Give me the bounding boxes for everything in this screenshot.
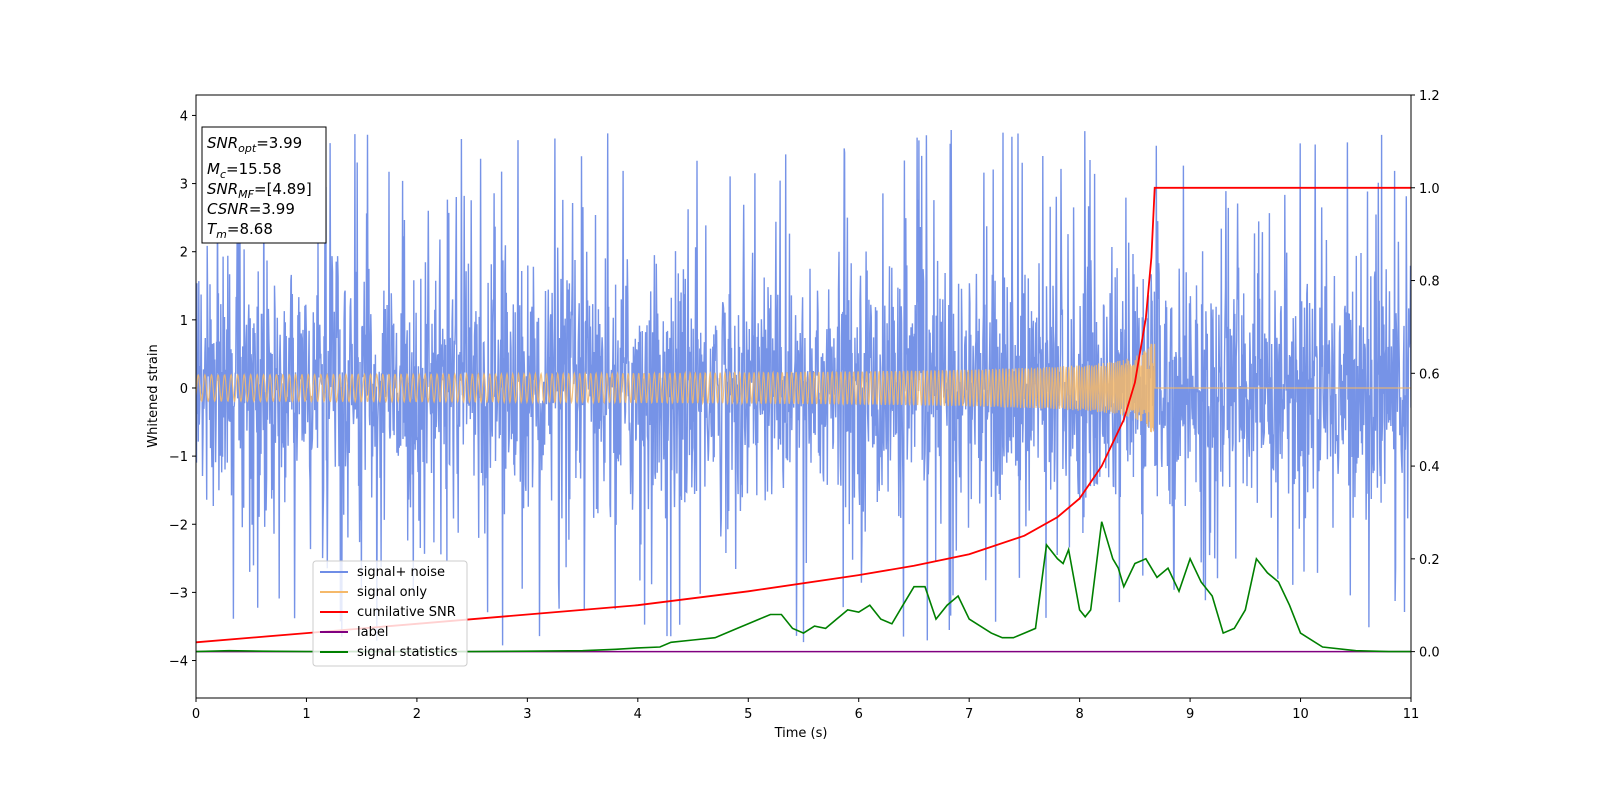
y-tick-label: −3 (169, 586, 188, 601)
x-tick-label: 5 (744, 707, 752, 722)
line-cumulative-snr (196, 186, 1411, 644)
y2-tick-label: 0.6 (1419, 367, 1440, 382)
y2-tick-label: 0.0 (1419, 646, 1440, 661)
y2-tick-label: 0.4 (1419, 460, 1440, 475)
plot-frame (195, 94, 1412, 699)
line-signal-noise (196, 129, 1411, 646)
legend-item-signal-only: signal only (320, 585, 427, 600)
series-signal-only (196, 343, 1411, 433)
y-tick-label: 1 (180, 314, 188, 329)
x-tick-label: 10 (1292, 707, 1309, 722)
stats-mc: Mc=15.58 (207, 160, 282, 181)
line-signal-only (196, 343, 1411, 433)
series-signal-noise (196, 129, 1411, 646)
legend-label-cumulative-snr: cumilative SNR (357, 605, 456, 620)
y2-tick-label: 0.8 (1419, 275, 1440, 290)
x-tick-label: 11 (1403, 707, 1420, 722)
y-tick-label: −1 (169, 450, 188, 465)
stats-snr-opt: SNRopt=3.99 (207, 134, 302, 155)
legend-label-signal-statistics: signal statistics (357, 645, 458, 660)
y-tick-label: −2 (169, 518, 188, 533)
legend-label-label: label (357, 625, 388, 640)
y-tick-label: 0 (180, 382, 188, 397)
stats-csnr: CSNR=3.99 (207, 200, 295, 218)
y-tick-label: 2 (180, 246, 188, 261)
x-tick-label: 0 (192, 707, 200, 722)
stats-box: SNRopt=3.99 Mc=15.58 SNRMF=[4.89] CSNR=3… (201, 126, 327, 244)
x-tick-label: 6 (855, 707, 863, 722)
legend-label-signal-noise: signal+ noise (357, 565, 445, 580)
series-cumulative-snr (196, 186, 1411, 644)
x-tick-label: 7 (965, 707, 973, 722)
stats-tm: Tm=8.68 (207, 220, 273, 241)
x-axis: 0 1 2 3 4 5 6 7 8 9 10 11 (192, 698, 1419, 722)
y-tick-label: 3 (180, 178, 188, 193)
y-axis-right: 1.2 1.0 0.8 0.6 0.4 0.2 0.0 (1411, 89, 1440, 661)
x-tick-label: 4 (634, 707, 642, 722)
x-tick-label: 3 (523, 707, 531, 722)
legend-item-signal-statistics: signal statistics (320, 645, 458, 660)
x-tick-label: 8 (1075, 707, 1083, 722)
legend-item-label: label (320, 625, 388, 640)
y-axis-label: Whitened strain (146, 344, 161, 447)
y-tick-label: 4 (180, 109, 188, 124)
line-signal-statistics (196, 521, 1411, 653)
legend: signal+ noise signal only cumilative SNR… (312, 560, 468, 667)
stats-snr-mf: SNRMF=[4.89] (207, 180, 312, 201)
legend-item-signal-noise: signal+ noise (320, 565, 445, 580)
y-axis-left: 4 3 2 1 0 −1 −2 −3 −4 (169, 109, 196, 670)
series-signal-statistics (196, 521, 1411, 653)
y2-tick-label: 1.0 (1419, 182, 1440, 197)
y-tick-label: −4 (169, 655, 188, 670)
x-tick-label: 9 (1186, 707, 1194, 722)
legend-label-signal-only: signal only (357, 585, 427, 600)
x-axis-label: Time (s) (774, 726, 828, 741)
y2-tick-label: 0.2 (1419, 553, 1440, 568)
legend-item-cumulative-snr: cumilative SNR (320, 605, 456, 620)
y2-tick-label: 1.2 (1419, 89, 1440, 104)
x-tick-label: 1 (302, 707, 310, 722)
x-tick-label: 2 (413, 707, 421, 722)
